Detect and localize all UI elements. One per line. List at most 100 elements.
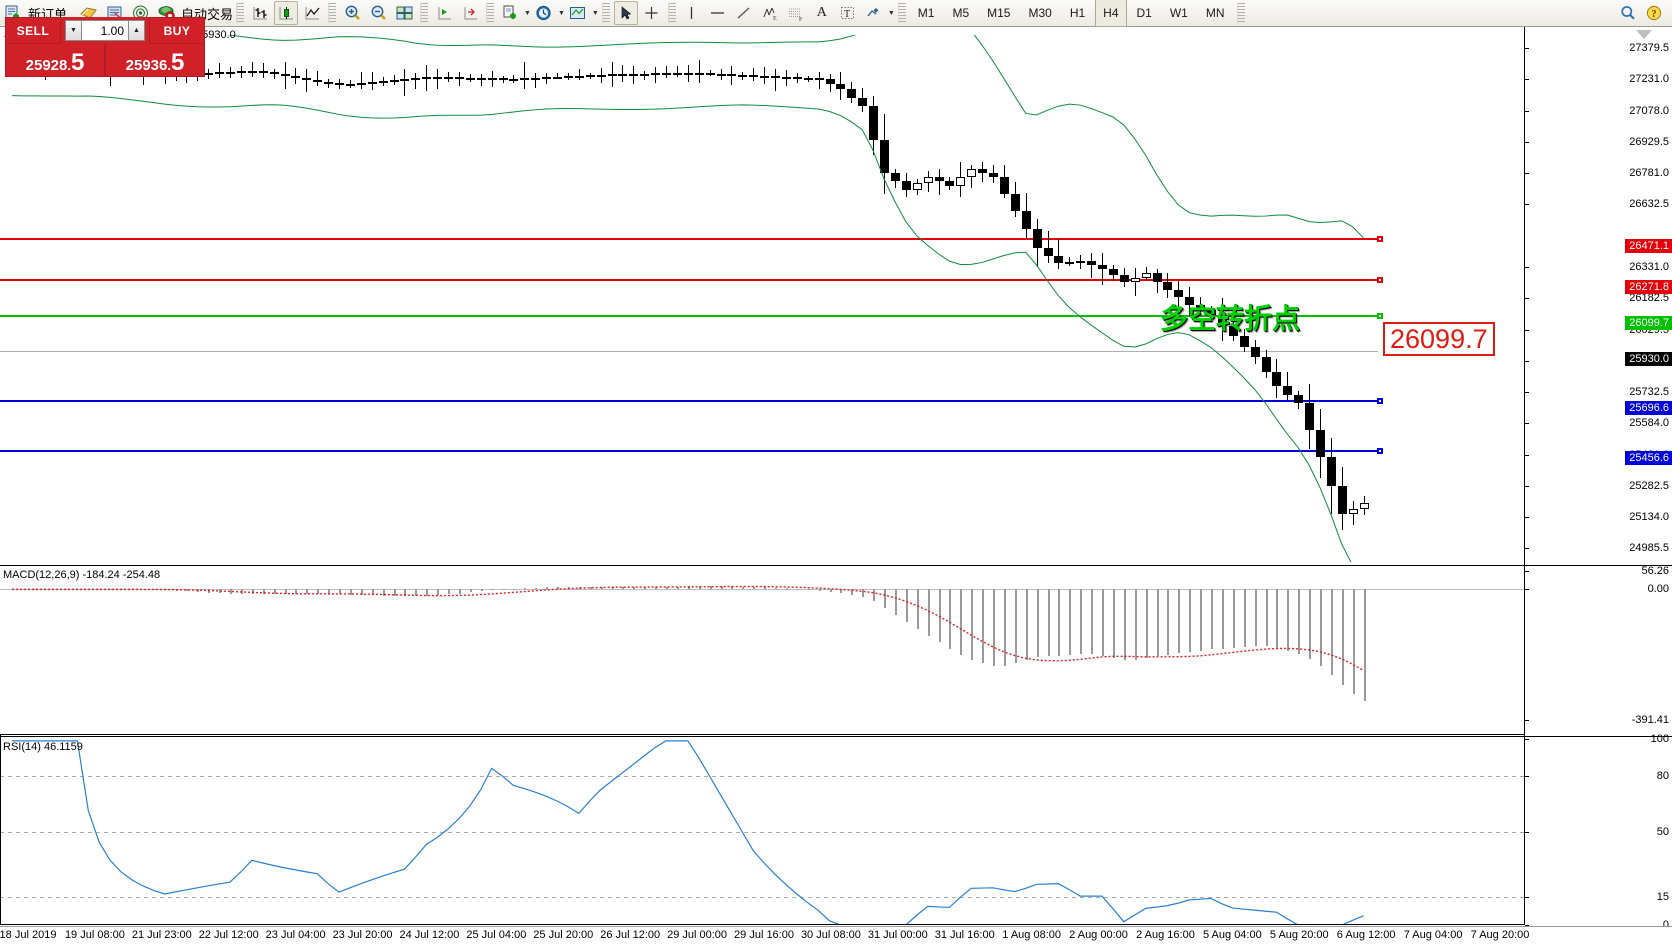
price-level-handle[interactable] <box>1377 235 1383 242</box>
templates-icon[interactable] <box>566 1 590 25</box>
new-chart-icon[interactable] <box>498 1 522 25</box>
rsi-plot[interactable] <box>0 739 1525 925</box>
price-level-handle[interactable] <box>1377 277 1383 284</box>
horizontal-line-icon[interactable] <box>706 1 730 25</box>
crosshair-icon[interactable] <box>640 1 664 25</box>
volume-decrement-button[interactable]: ▼ <box>65 20 82 41</box>
objects-icon[interactable] <box>862 1 886 25</box>
time-axis-label: 30 Jul 08:00 <box>800 929 861 941</box>
candle-body <box>302 77 312 80</box>
candle-body <box>999 177 1009 194</box>
data-window-icon[interactable] <box>102 1 126 25</box>
rsi-axis[interactable]: 100 80 50 15 0 <box>1525 733 1672 931</box>
timeframe-h1[interactable]: H1 <box>1069 6 1086 20</box>
macd-tick <box>1525 720 1529 722</box>
timeframe-w1[interactable]: W1 <box>1169 6 1188 20</box>
candle-body <box>1316 430 1325 458</box>
sell-price[interactable]: 25928 . 5 <box>5 44 105 77</box>
macd-pane[interactable]: 56.26 0.00 -391.41 <box>0 565 1672 733</box>
price-plot[interactable] <box>0 35 1525 562</box>
price-axis[interactable]: 27379.5 27231.0 27078.0 26929.5 26781.0 26632… <box>1525 35 1672 562</box>
timeframe-d1[interactable]: D1 <box>1136 6 1152 20</box>
price-pane[interactable]: 27379.5 27231.0 27078.0 26929.5 26781.0 26632… <box>0 35 1672 562</box>
chevron-down-icon[interactable]: ▼ <box>887 9 895 17</box>
timeframe-m15[interactable]: M15 <box>987 6 1011 20</box>
elliott-wave-icon[interactable]: E <box>758 1 782 25</box>
macd-histogram-bar <box>142 589 145 591</box>
price-axis-label: 27078.0 <box>1629 104 1669 117</box>
chevron-down-icon[interactable]: ▼ <box>557 9 565 17</box>
sell-button[interactable]: SELL <box>5 17 61 44</box>
macd-plot[interactable] <box>0 566 1525 733</box>
autotrading-icon[interactable] <box>154 1 178 25</box>
zoom-out-icon[interactable] <box>366 1 390 25</box>
scroll-arrow-icon[interactable] <box>1636 30 1652 39</box>
price-level-line-support[interactable] <box>0 447 1383 454</box>
timeframe-m30[interactable]: M30 <box>1028 6 1052 20</box>
price-level-tag[interactable]: 26471.1 <box>1625 238 1672 253</box>
volume-input[interactable]: 1.00 <box>82 20 128 41</box>
timeframe-mn[interactable]: MN <box>1205 6 1225 20</box>
chevron-down-icon[interactable]: ▼ <box>591 9 599 17</box>
price-level-tag[interactable]: 25930.0 <box>1625 351 1672 366</box>
candlestick-chart-icon[interactable] <box>274 1 299 25</box>
macd-histogram-bar <box>807 589 810 591</box>
timeframe-m1[interactable]: M1 <box>917 6 935 20</box>
timeframe-m5[interactable]: M5 <box>952 6 970 20</box>
price-level-tag[interactable]: 25696.6 <box>1625 400 1672 415</box>
price-level-tag[interactable]: 26099.7 <box>1625 316 1672 331</box>
volume-increment-button[interactable]: ▲ <box>128 20 145 41</box>
text-icon[interactable]: A <box>816 5 827 20</box>
macd-histogram-bar <box>1254 589 1257 646</box>
price-axis-label: 25282.5 <box>1629 480 1669 493</box>
price-level-line-support[interactable] <box>0 397 1383 404</box>
macd-histogram-bar <box>230 589 232 594</box>
trendline-icon[interactable] <box>732 1 756 25</box>
search-icon[interactable] <box>1616 1 1640 25</box>
candle-body <box>847 89 857 98</box>
candle-body <box>1043 248 1053 256</box>
vertical-line-icon[interactable] <box>680 1 704 25</box>
shift-end-icon[interactable] <box>458 1 482 25</box>
macd-axis[interactable]: 56.26 0.00 -391.41 <box>1525 565 1672 733</box>
price-level-handle[interactable] <box>1377 397 1383 404</box>
buy-price[interactable]: 25936 . 5 <box>105 44 205 77</box>
candle-body <box>1141 273 1151 278</box>
macd-histogram-bar <box>1330 589 1333 675</box>
price-level-tag[interactable]: 25456.6 <box>1625 450 1672 465</box>
candle-wick <box>219 62 221 78</box>
rsi-pane[interactable]: 100 80 50 15 0 <box>0 733 1672 931</box>
macd-histogram-bar <box>775 587 777 590</box>
cursor-icon[interactable] <box>613 1 638 25</box>
price-level-line-current-price[interactable] <box>0 350 1378 352</box>
bar-chart-icon[interactable] <box>248 1 272 25</box>
timeframe-h4[interactable]: H4 <box>1095 0 1127 27</box>
price-level-tag[interactable]: 26271.8 <box>1625 280 1672 295</box>
price-level-line-resistance[interactable] <box>0 235 1383 242</box>
candle-body <box>640 73 650 76</box>
help-icon[interactable]: ? <box>1642 1 1666 25</box>
price-tick <box>1525 423 1529 425</box>
chart-canvas[interactable]: DJ30-,H4 25961.0 25990.0 25919.0 25930.0… <box>0 27 1672 952</box>
volume-stepper[interactable]: ▼ 1.00 ▲ <box>61 17 149 44</box>
chevron-down-icon[interactable]: ▼ <box>524 9 531 17</box>
expert-advisors-icon[interactable] <box>76 1 100 25</box>
macd-histogram-bar <box>382 589 385 596</box>
macd-histogram-bar <box>33 589 36 591</box>
tile-windows-icon[interactable] <box>392 1 416 25</box>
shift-start-icon[interactable] <box>432 1 456 25</box>
text-label-icon[interactable]: T <box>836 1 860 25</box>
period-icon[interactable] <box>532 1 556 25</box>
line-chart-icon[interactable] <box>300 1 324 25</box>
time-axis-label: 29 Jul 16:00 <box>734 929 794 941</box>
zoom-in-icon[interactable] <box>340 1 364 25</box>
macd-histogram-bar <box>393 589 396 597</box>
price-level-handle[interactable] <box>1377 313 1383 320</box>
candle-body <box>498 78 508 81</box>
buy-button[interactable]: BUY <box>149 17 205 44</box>
macd-tick <box>1525 589 1529 591</box>
one-click-trading-panel[interactable]: SELL ▼ 1.00 ▲ BUY 25928 . 5 25936 . 5 <box>5 17 205 77</box>
time-axis[interactable]: 18 Jul 2019 19 Jul 08:00 21 Jul 23:00 22 Ju… <box>0 926 1672 952</box>
price-level-handle[interactable] <box>1377 447 1383 454</box>
fibonacci-icon[interactable]: F <box>784 1 808 25</box>
